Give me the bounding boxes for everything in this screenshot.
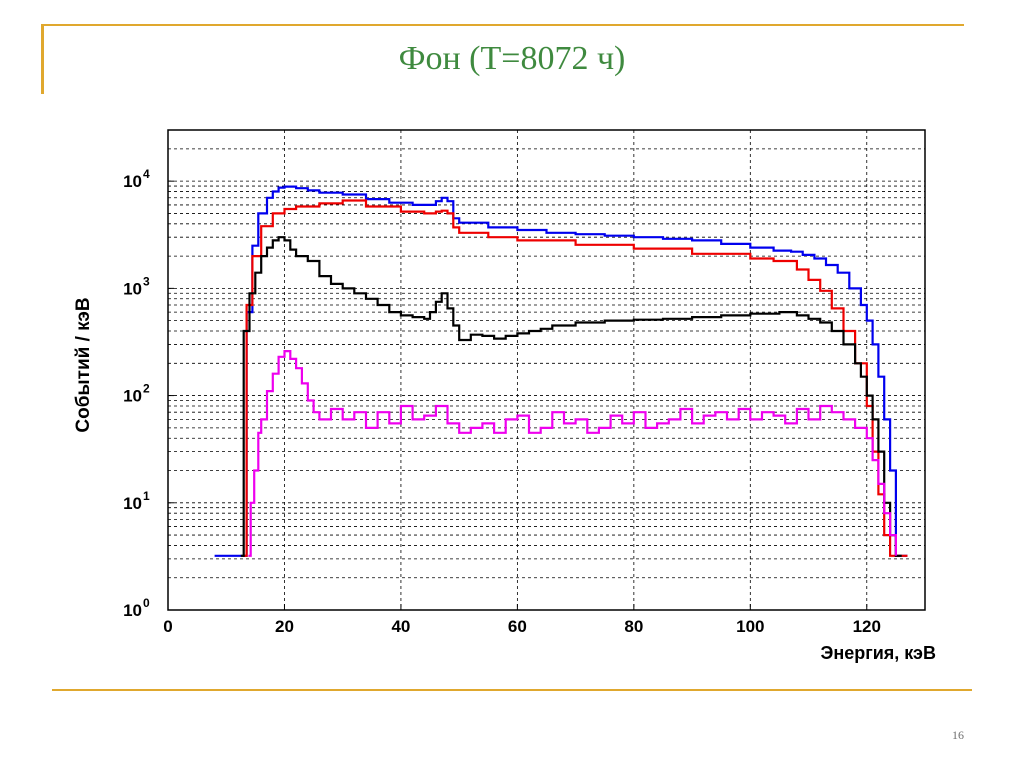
y-tick-label: 10	[123, 279, 142, 298]
y-tick-exponent: 0	[143, 596, 150, 610]
x-axis-label: Энергия, кэВ	[820, 643, 936, 663]
y-tick-exponent: 4	[143, 167, 150, 181]
x-tick-label: 20	[275, 617, 294, 636]
x-axis-ticks: 0 20 40 60 80 100 120	[163, 604, 881, 636]
left-accent-line	[41, 24, 44, 94]
y-tick-exponent: 1	[143, 489, 150, 503]
bottom-accent-line	[52, 689, 972, 691]
x-tick-label: 100	[736, 617, 764, 636]
series-line-3	[240, 236, 902, 557]
series-line-2	[243, 199, 908, 557]
x-tick-label: 120	[853, 617, 881, 636]
y-tick-exponent: 3	[143, 274, 150, 288]
x-tick-label: 60	[508, 617, 527, 636]
top-accent-line	[42, 24, 964, 26]
grid-lines	[168, 130, 925, 610]
x-tick-label: 40	[391, 617, 410, 636]
x-tick-label: 80	[624, 617, 643, 636]
slide-number: 16	[952, 728, 964, 742]
plot-area	[168, 130, 925, 610]
y-tick-label: 10	[123, 494, 142, 513]
series-layer	[214, 185, 908, 557]
plot-border	[167, 129, 926, 611]
slide-title: Фон (Т=8072 ч)	[398, 40, 626, 77]
y-tick-label: 10	[123, 601, 142, 620]
y-tick-label: 10	[123, 172, 142, 191]
y-axis-label: Событий / кэВ	[73, 297, 94, 433]
x-tick-label: 0	[163, 617, 172, 636]
series-line-4	[248, 350, 898, 557]
series-line-1	[214, 185, 908, 557]
y-tick-exponent: 2	[143, 382, 150, 396]
y-tick-label: 10	[123, 387, 142, 406]
